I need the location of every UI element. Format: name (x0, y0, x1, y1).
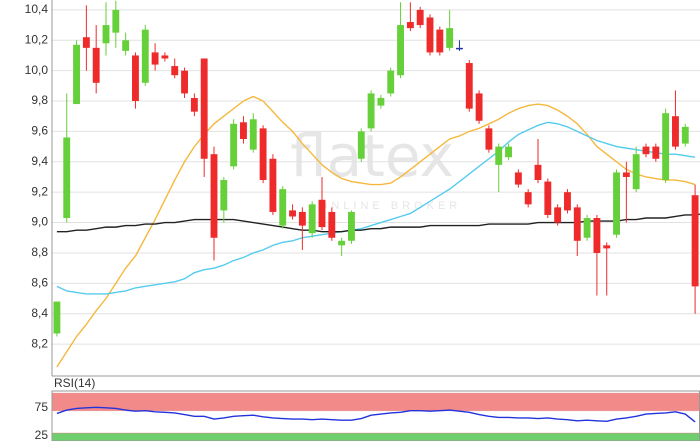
y-tick-label: 8,6 (31, 276, 48, 290)
candle-body (603, 245, 611, 249)
candle-body (544, 181, 552, 215)
candle-body (672, 116, 679, 147)
candle-body (298, 211, 306, 226)
candle-body (573, 207, 581, 241)
candle-body (691, 195, 699, 287)
candle-body (210, 154, 218, 238)
candle-body (514, 172, 522, 185)
candle-body (426, 17, 434, 53)
y-tick-label: 10,0 (25, 63, 49, 77)
candle-body (220, 180, 228, 211)
candle-body (63, 137, 71, 219)
candle-body (475, 93, 483, 121)
candle-body (652, 146, 660, 159)
candle-body (554, 207, 562, 223)
candle-body (200, 58, 208, 159)
candle-body (613, 172, 620, 235)
y-tick-label: 9,0 (31, 215, 48, 229)
y-tick-label: 8,8 (31, 245, 48, 259)
candle-body (357, 131, 365, 159)
candle-body (681, 126, 689, 144)
candle-body (524, 192, 532, 205)
candle-body (662, 113, 670, 181)
candle-body (92, 47, 100, 83)
candle-body (289, 210, 296, 217)
y-tick-label: 10,4 (25, 2, 49, 16)
candle-body (151, 52, 159, 65)
y-tick-label: 75 (35, 400, 49, 414)
candle-body (259, 128, 267, 181)
candle-body (171, 66, 179, 76)
candle-body (406, 22, 414, 29)
candle-body (318, 199, 326, 228)
candle-body (230, 123, 238, 167)
candle-body (446, 28, 454, 48)
candle-body (377, 97, 385, 106)
candle-body (338, 240, 346, 246)
candle-body (161, 55, 169, 59)
candle-body (122, 40, 130, 51)
candle-body (416, 9, 424, 26)
candle-body (240, 122, 247, 140)
candle-body (436, 29, 444, 53)
candle-body (102, 25, 110, 44)
candle-body (112, 9, 120, 33)
candle-body (269, 158, 277, 212)
candle-body (397, 25, 404, 76)
candle-body (622, 172, 630, 177)
y-tick-label: 10,2 (25, 32, 49, 46)
candle-body (583, 218, 591, 238)
candle-body (593, 218, 601, 253)
candle-body (456, 47, 463, 50)
candle-body (485, 128, 493, 150)
y-tick-label: 25 (35, 428, 49, 441)
watermark-tagline: ONLINE BROKER (319, 200, 461, 212)
candle-body (53, 301, 61, 334)
candle-body (632, 154, 640, 190)
candle-body (348, 211, 355, 241)
candle-body (181, 70, 188, 94)
candle-body (190, 97, 198, 112)
candle-body (73, 44, 80, 105)
candle-body (308, 204, 316, 234)
line (56, 121, 696, 295)
candle-body (249, 119, 257, 150)
panel-title: RSI(14) (54, 376, 95, 390)
candle-body (505, 146, 512, 158)
y-tick-label: 9,6 (31, 124, 48, 138)
candle-body (132, 55, 139, 102)
candle-body (82, 37, 90, 48)
zone-band (51, 392, 700, 412)
zone-band (51, 432, 700, 441)
candle-body (141, 29, 149, 83)
candle-body (328, 211, 336, 238)
y-tick-label: 9,2 (31, 184, 48, 198)
line (56, 406, 696, 423)
candle-body (495, 146, 503, 165)
candle-body (367, 93, 375, 129)
candle-body (279, 189, 287, 226)
y-tick-label: 8,4 (31, 306, 48, 320)
candle-body (465, 63, 473, 109)
candle-body (387, 70, 395, 94)
candle-body (534, 164, 542, 181)
candle-body (564, 192, 571, 211)
y-tick-label: 9,4 (31, 154, 48, 168)
candle-body (642, 146, 650, 155)
y-tick-label: 8,2 (31, 336, 48, 350)
y-tick-label: 9,8 (31, 93, 48, 107)
